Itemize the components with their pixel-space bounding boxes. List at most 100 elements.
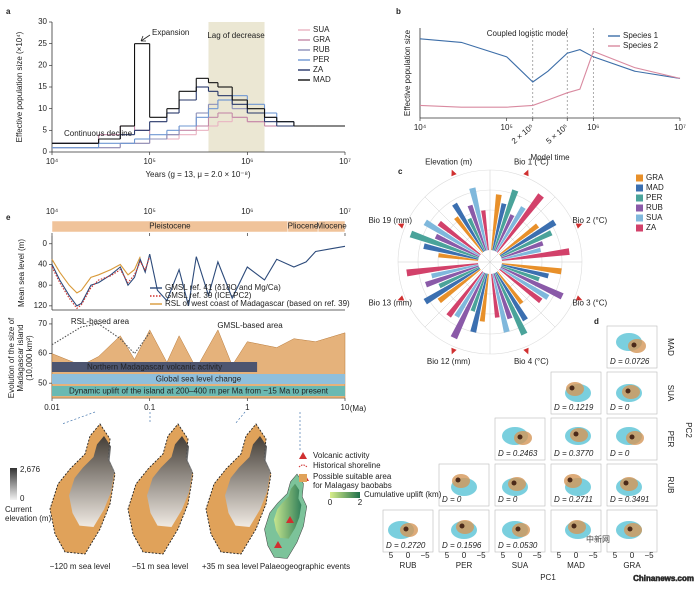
- legend-swatch: [636, 184, 643, 192]
- x-tick-label: 10⁵: [144, 207, 156, 216]
- map-elevation: [147, 436, 193, 527]
- map: [49, 423, 116, 555]
- pc1-tick-label: −5: [532, 551, 542, 560]
- event-band: [52, 362, 258, 372]
- radar-arrow: [451, 169, 457, 177]
- y-tick-label: 60: [38, 349, 47, 358]
- pc1-tick-label: 0: [630, 551, 635, 560]
- legend-label: ZA: [646, 223, 657, 232]
- niche-core: [571, 523, 577, 529]
- radar-bar: [492, 273, 510, 333]
- map-caption: −120 m sea level: [50, 562, 111, 571]
- y-axis-label: Evolution of the size of: [7, 317, 16, 398]
- pc1-tick-label: 5: [389, 551, 394, 560]
- legend-swatch: [636, 174, 643, 182]
- niche-core: [403, 526, 409, 532]
- niche-blob: [570, 428, 588, 442]
- radar-bar: [493, 273, 513, 320]
- radar-axis-label: Bio 19 (mm): [368, 216, 412, 225]
- radar-bar: [454, 216, 484, 253]
- radar-bar: [494, 272, 528, 336]
- row-label: RUB: [666, 477, 675, 494]
- series-line: [51, 323, 151, 355]
- pc1-tick-label: −5: [588, 551, 598, 560]
- column-label: MAD: [567, 561, 585, 570]
- legend-label: MAD: [646, 183, 664, 192]
- radar-bar: [499, 223, 540, 256]
- legend-swatch: [636, 224, 643, 232]
- radar-bar: [431, 264, 479, 279]
- pc1-tick-label: 5: [613, 551, 618, 560]
- niche-blob: [512, 523, 530, 537]
- y-tick-label: 70: [38, 319, 47, 328]
- radar-axis: [424, 261, 491, 328]
- x-axis-label: Years (g = 13, μ = 2.0 × 10⁻⁸): [145, 170, 250, 179]
- overlap-value: D = 0.0726: [610, 357, 650, 366]
- radar-bar: [454, 272, 485, 318]
- y-tick-label: 30: [38, 17, 47, 26]
- niche-core: [631, 342, 637, 348]
- radar-bar: [469, 187, 488, 251]
- radar-bar: [495, 272, 528, 322]
- niche-blob: [564, 474, 582, 488]
- niche-core: [455, 477, 461, 483]
- radar-bar: [501, 265, 540, 282]
- pc1-tick-label: 0: [462, 551, 467, 560]
- overlap-value: D = 0.0530: [498, 541, 538, 550]
- overlap-value: D = 0.2463: [498, 449, 538, 458]
- radar-bar: [406, 263, 479, 277]
- niche-core: [567, 477, 573, 483]
- x-tick-label: 10: [341, 403, 350, 412]
- legend-label: GMSL ref. 41 (δ18O and Mg/Ca): [165, 283, 281, 292]
- y-tick-label: 10: [38, 104, 47, 113]
- y-axis-label: (10,000 km²): [25, 335, 34, 381]
- niche-core: [459, 523, 465, 529]
- legend-label: ZA: [313, 65, 324, 74]
- radar-bar: [423, 243, 479, 260]
- radar-bar: [425, 265, 479, 288]
- niche-core: [625, 388, 631, 394]
- radar-arrow: [523, 347, 529, 355]
- event-band: [52, 374, 345, 384]
- niche-core: [569, 385, 575, 391]
- radar-bar: [499, 268, 543, 304]
- event-band-label: Global sea level change: [156, 375, 242, 384]
- overlap-value: D = 0.3491: [610, 495, 649, 504]
- epoch-label: Pliocene: [288, 222, 319, 231]
- y-axis-label: Mean sea level (m): [17, 239, 26, 307]
- niche-core: [623, 480, 629, 486]
- y-tick-label: 0: [43, 239, 48, 248]
- radar-bar: [452, 202, 485, 252]
- panel-label: c: [398, 167, 403, 176]
- radar-axis: [424, 196, 491, 263]
- overlap-value: D = 0.1596: [442, 541, 482, 550]
- niche-core: [517, 434, 523, 440]
- radar-bar: [491, 273, 500, 318]
- y-tick-label: 20: [38, 60, 47, 69]
- elevation-label: elevation (m): [5, 514, 52, 523]
- x-tick-label: 10⁷: [339, 157, 351, 166]
- pc1-tick-label: 0: [574, 551, 579, 560]
- volcano-marker: [274, 541, 282, 548]
- epoch-band: [317, 220, 346, 233]
- radar-axis-label: Bio 13 (mm): [368, 298, 412, 307]
- x-tick-label: 10⁶: [241, 207, 253, 216]
- uplift-scale: [330, 492, 360, 498]
- map-uplift: [273, 483, 302, 539]
- uplift-tick: 2: [358, 498, 363, 507]
- pc1-tick-label: −5: [476, 551, 486, 560]
- x-tick-label: 10⁵: [144, 157, 156, 166]
- legend-label: RUB: [646, 203, 663, 212]
- legend-label: PER: [646, 193, 663, 202]
- radar-arrow: [397, 295, 405, 301]
- annotation: Continuous decline: [64, 129, 133, 138]
- radar-axis-label: Bio 3 (°C): [572, 298, 607, 307]
- series-line: [419, 38, 681, 83]
- pc1-tick-label: −5: [420, 551, 430, 560]
- pc1-tick-label: 5: [501, 551, 506, 560]
- y-axis-label: Effective population size: [403, 29, 412, 116]
- legend-swatch: [636, 194, 643, 202]
- y-tick-label: 120: [34, 301, 48, 310]
- x-tick-label: 1: [245, 403, 250, 412]
